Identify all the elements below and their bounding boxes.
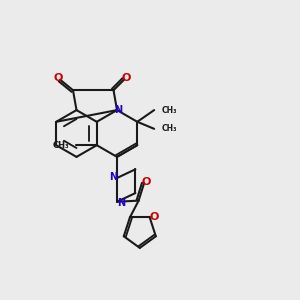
Text: O: O	[53, 73, 62, 83]
Text: CH₃: CH₃	[162, 124, 177, 133]
Text: N: N	[109, 172, 117, 182]
Text: CH₃: CH₃	[162, 106, 177, 115]
Text: CH₃: CH₃	[52, 141, 69, 150]
Text: O: O	[141, 177, 151, 187]
Text: N: N	[117, 198, 125, 208]
Text: O: O	[149, 212, 159, 222]
Text: N: N	[115, 105, 123, 115]
Text: O: O	[122, 73, 131, 83]
